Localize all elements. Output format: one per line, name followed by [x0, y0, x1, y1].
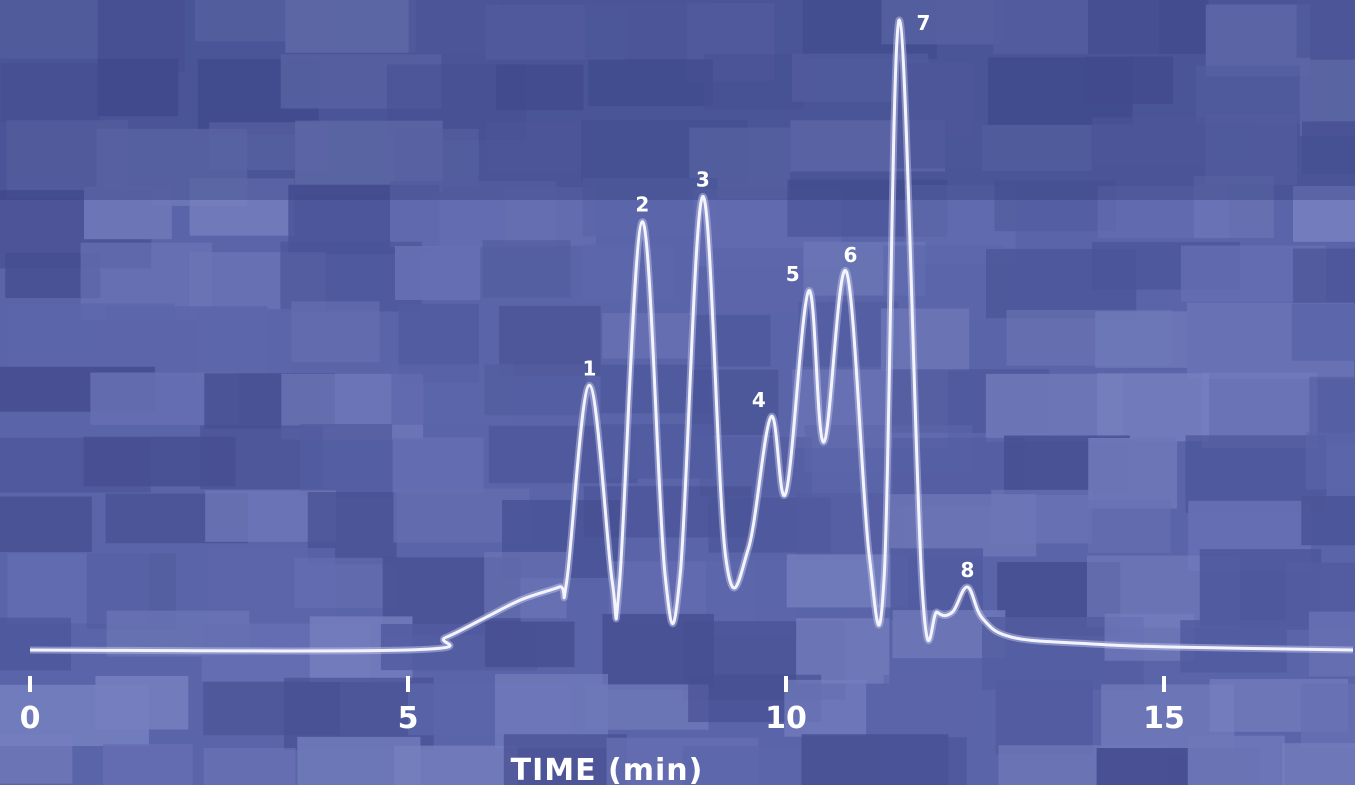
background-block [994, 180, 1117, 232]
background-block [0, 0, 108, 59]
background-block [981, 125, 1092, 172]
background-shade [0, 0, 1355, 200]
background-block [291, 301, 380, 363]
background-block [97, 58, 179, 117]
background-block [408, 0, 500, 54]
background-block [1301, 121, 1355, 175]
background-block [503, 734, 627, 785]
chromatogram-trace [29, 18, 1354, 653]
background-block [189, 178, 295, 236]
background-block [84, 186, 172, 240]
peak-label: 4 [752, 388, 766, 412]
background-block [300, 424, 393, 498]
background-block [1187, 735, 1285, 785]
background-block [883, 245, 1005, 321]
background-block [1087, 0, 1209, 54]
x-tick-label: 5 [398, 701, 419, 736]
background-block [583, 244, 674, 301]
background-block [784, 679, 867, 737]
background-block [0, 734, 73, 784]
background-block [95, 675, 189, 730]
background-block [1085, 56, 1174, 104]
background-block [588, 59, 713, 107]
peak-label: 3 [696, 167, 710, 191]
background-block [1095, 311, 1187, 368]
background-block [0, 617, 71, 671]
background-block [786, 554, 909, 608]
background-block [703, 54, 805, 110]
background-block [294, 557, 397, 609]
background-block [394, 745, 518, 785]
background-block [585, 684, 709, 730]
background-block [1104, 613, 1195, 661]
peak-label: 2 [635, 193, 649, 217]
background-block [796, 618, 890, 684]
background-block [0, 63, 100, 122]
background-block [880, 308, 970, 371]
background-block [1205, 4, 1311, 77]
background-block [392, 437, 484, 494]
background-block [1196, 65, 1316, 124]
background-block [1296, 0, 1355, 58]
background-block [1088, 500, 1171, 553]
background-block [1301, 496, 1355, 546]
background-block [285, 0, 416, 53]
background-block [890, 548, 984, 620]
background-block [484, 551, 567, 619]
peak-label: 1 [582, 356, 596, 380]
background-block [484, 364, 587, 416]
background-block [688, 314, 771, 367]
background-block [1291, 303, 1355, 361]
x-tick-label: 10 [765, 701, 807, 736]
background-block [482, 240, 571, 298]
peak-label: 6 [844, 243, 858, 267]
background-block [602, 313, 695, 359]
background-block [1088, 437, 1178, 509]
background-block [485, 621, 575, 668]
background-block [883, 737, 967, 785]
background-block [1292, 186, 1355, 242]
background-block [394, 245, 481, 300]
peak-label: 8 [960, 558, 974, 582]
peak-label: 5 [786, 262, 800, 286]
background-block [103, 743, 193, 785]
x-axis-title: TIME (min) [511, 753, 704, 785]
background-block [203, 747, 296, 785]
background-block [504, 187, 596, 246]
background-block [991, 489, 1093, 544]
background-block [394, 128, 479, 187]
background-block [1305, 432, 1355, 490]
background-block [1300, 683, 1355, 749]
background-block [1281, 743, 1355, 785]
x-tick-label: 0 [20, 701, 41, 736]
background-block [197, 308, 293, 382]
background-block [894, 117, 983, 169]
peak-label: 7 [916, 11, 930, 35]
background-block [0, 496, 92, 553]
background-block [995, 679, 1093, 755]
background-block [883, 674, 974, 726]
background-block [1097, 373, 1210, 442]
background-block [496, 64, 584, 111]
background-block [1308, 611, 1355, 677]
background-block [1193, 176, 1274, 239]
x-tick-label: 15 [1143, 701, 1185, 736]
background-block [1205, 114, 1297, 185]
